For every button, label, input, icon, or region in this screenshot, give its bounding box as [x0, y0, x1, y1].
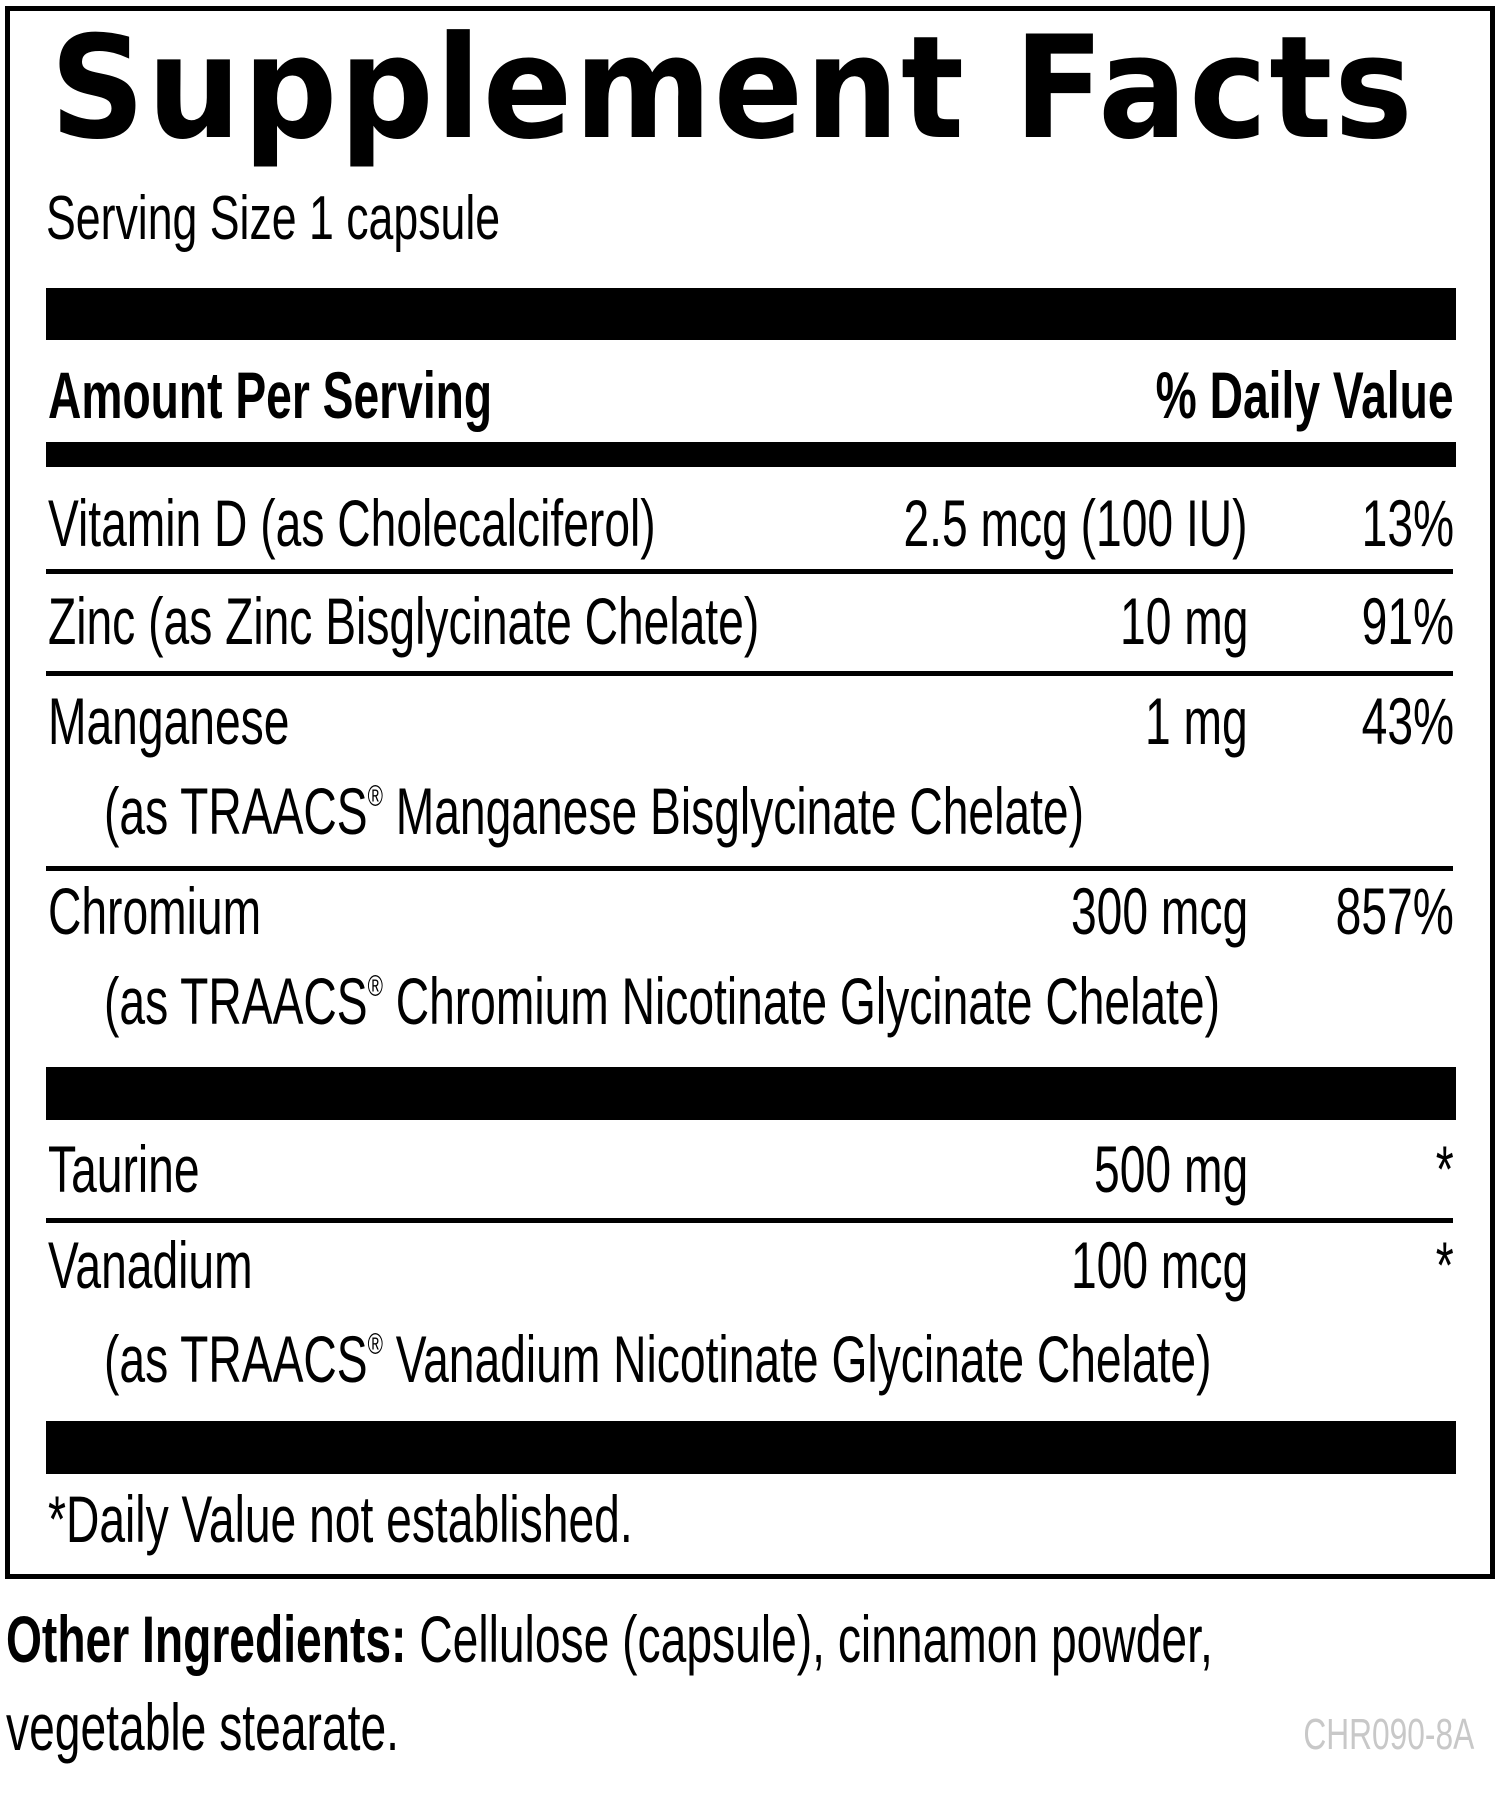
footnote: *Daily Value not established. [48, 1482, 633, 1556]
nutrient-dv: 91% [1361, 584, 1454, 658]
nutrient-source: (as TRAACS® Chromium Nicotinate Glycinat… [104, 964, 1220, 1038]
nutrient-amount: 300 mcg [1070, 874, 1248, 948]
other-ingredients-label: Other Ingredients: [6, 1602, 407, 1676]
other-ingredients-line-1: Other Ingredients: Cellulose (capsule), … [6, 1602, 1213, 1676]
row-divider [46, 1218, 1453, 1223]
nutrient-name: Taurine [48, 1132, 200, 1206]
other-ingredients-line-2: vegetable stearate. [6, 1690, 399, 1764]
registered-mark: ® [367, 969, 383, 1003]
nutrient-source: (as TRAACS® Manganese Bisglycinate Chela… [104, 774, 1085, 848]
registered-mark: ® [367, 1327, 383, 1361]
nutrient-name: Chromium [48, 874, 262, 948]
nutrient-source: (as TRAACS® Vanadium Nicotinate Glycinat… [104, 1322, 1212, 1396]
nutrient-name: Vitamin D (as Cholecalciferol) [48, 486, 656, 560]
nutrient-dv: 857% [1335, 874, 1454, 948]
row-divider [46, 866, 1453, 871]
nutrient-name: Manganese [48, 684, 290, 758]
nutrient-amount: 2.5 mcg (100 IU) [903, 486, 1248, 560]
supplement-facts-panel [5, 6, 1495, 1579]
daily-value-header: % Daily Value [1156, 358, 1454, 432]
nutrient-dv: 43% [1361, 684, 1454, 758]
product-code: CHR090-8A [1303, 1710, 1474, 1759]
nutrient-dv: 13% [1361, 486, 1454, 560]
thick-divider [46, 288, 1456, 340]
amount-per-serving-header: Amount Per Serving [48, 358, 493, 432]
panel-title: Supplement Facts [50, 6, 1415, 171]
medium-divider [46, 442, 1456, 467]
row-divider [46, 671, 1453, 676]
thick-divider [46, 1067, 1456, 1120]
nutrient-dv: * [1436, 1132, 1454, 1206]
nutrient-name: Zinc (as Zinc Bisglycinate Chelate) [48, 584, 760, 658]
serving-size: Serving Size 1 capsule [46, 184, 501, 253]
thick-divider [46, 1421, 1456, 1474]
registered-mark: ® [367, 779, 383, 813]
nutrient-amount: 10 mg [1119, 584, 1248, 658]
nutrient-amount: 1 mg [1145, 684, 1248, 758]
nutrient-amount: 500 mg [1093, 1132, 1248, 1206]
row-divider [46, 569, 1453, 574]
nutrient-dv: * [1436, 1228, 1454, 1302]
nutrient-name: Vanadium [48, 1228, 253, 1302]
nutrient-amount: 100 mcg [1070, 1228, 1248, 1302]
